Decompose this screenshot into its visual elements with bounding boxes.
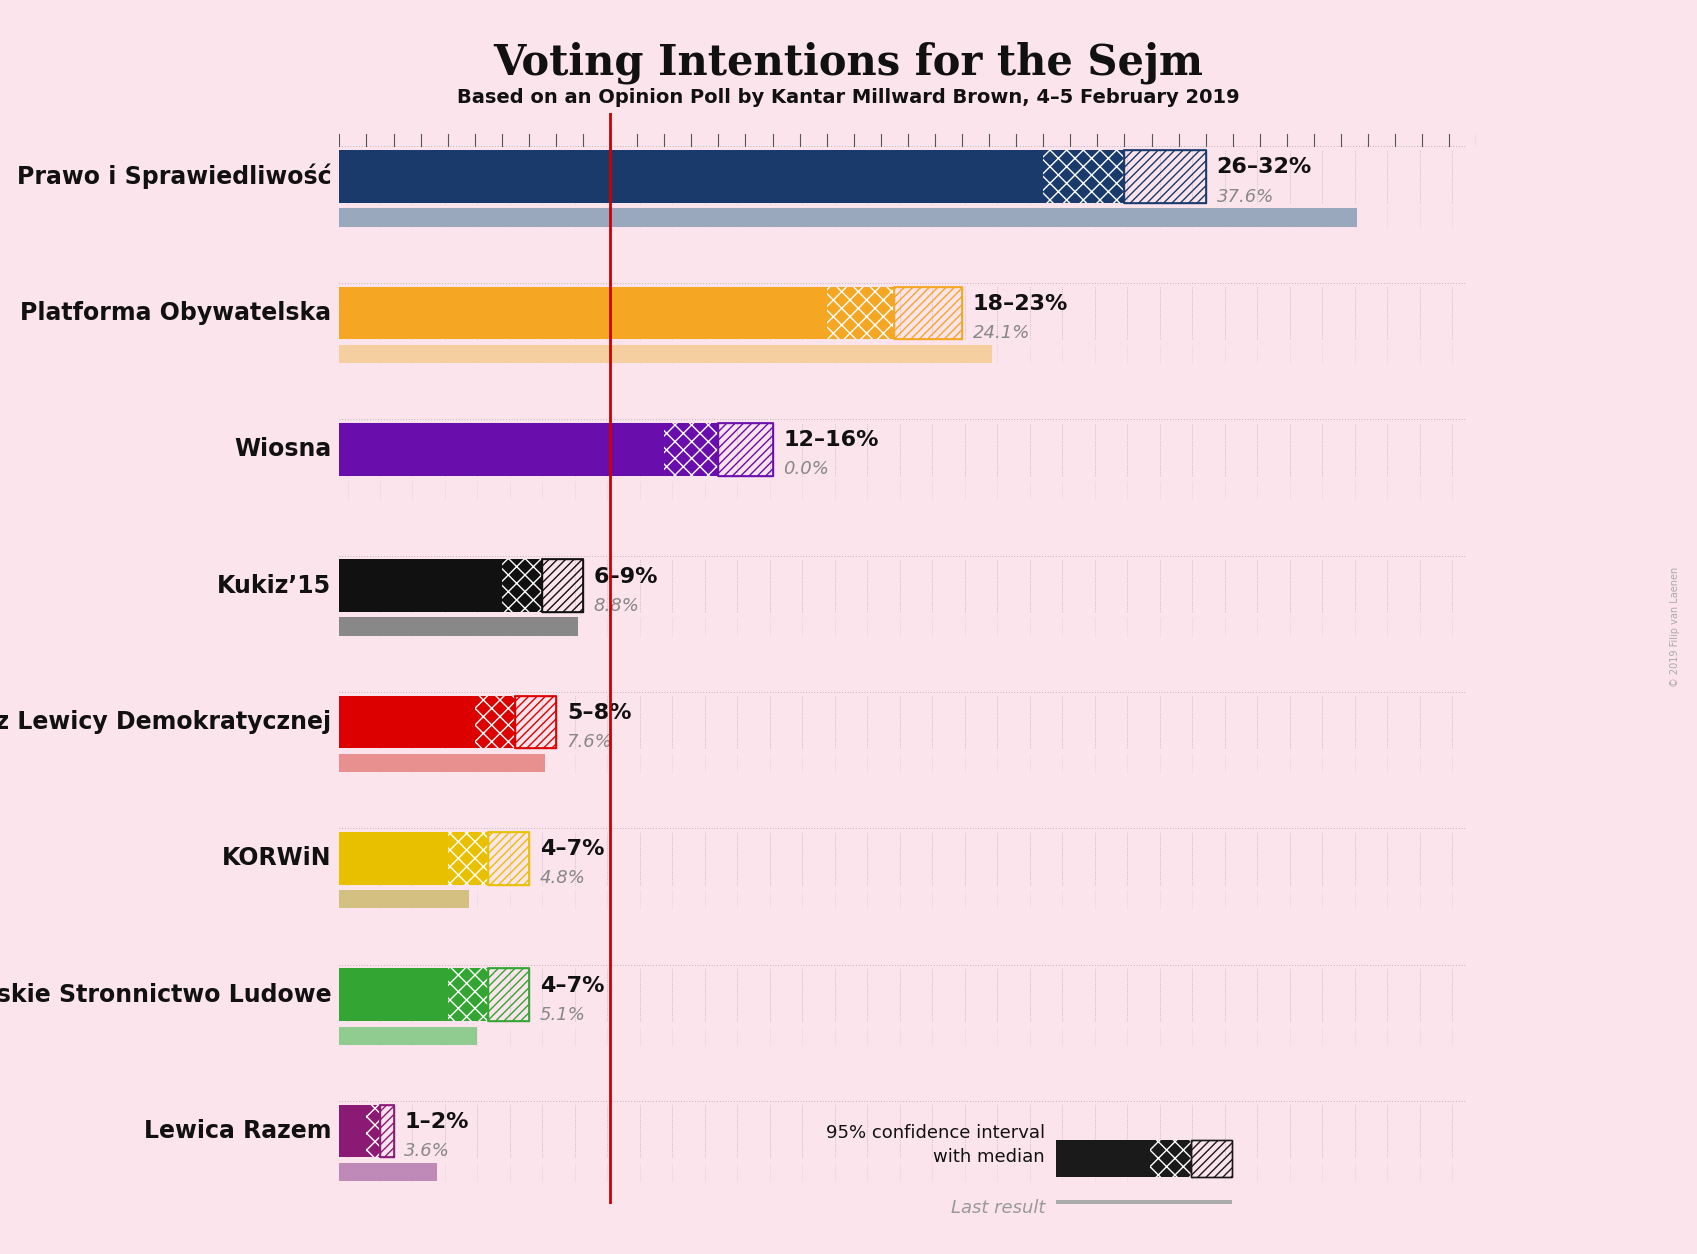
Bar (367, 1105, 380, 1157)
Bar (543, 559, 584, 612)
Bar (448, 968, 489, 1021)
Bar (339, 754, 545, 772)
Text: Platforma Obywatelska: Platforma Obywatelska (20, 301, 331, 325)
Bar (339, 559, 502, 612)
Bar (1191, 1140, 1232, 1176)
Text: 8.8%: 8.8% (594, 597, 640, 614)
Bar (894, 286, 962, 340)
Text: Wiosna: Wiosna (234, 438, 331, 461)
Text: Kukiz’15: Kukiz’15 (217, 573, 331, 598)
Bar (339, 831, 448, 885)
Text: KORWiN: KORWiN (222, 846, 331, 870)
Bar (448, 831, 489, 885)
Bar (339, 890, 470, 908)
Bar (1056, 1140, 1151, 1176)
Bar (339, 968, 448, 1021)
Bar (339, 345, 991, 362)
Text: 12–16%: 12–16% (784, 430, 879, 450)
Text: 4–7%: 4–7% (540, 839, 604, 859)
Text: 0.0%: 0.0% (784, 460, 830, 478)
Bar (543, 559, 584, 612)
Bar (475, 696, 516, 749)
Bar (489, 831, 529, 885)
Text: Last result: Last result (950, 1199, 1045, 1218)
Bar (894, 286, 962, 340)
Bar (339, 617, 577, 636)
Bar (339, 1105, 367, 1157)
Bar (718, 423, 772, 475)
Text: Prawo i Sprawiedliwość: Prawo i Sprawiedliwość (17, 164, 331, 189)
Text: 37.6%: 37.6% (1217, 188, 1274, 206)
Text: 4–7%: 4–7% (540, 976, 604, 996)
Text: 26–32%: 26–32% (1217, 158, 1312, 177)
Bar (516, 696, 557, 749)
Bar (339, 208, 1358, 227)
Bar (339, 1162, 436, 1181)
Bar (380, 1105, 394, 1157)
Bar (339, 1027, 477, 1045)
Text: Polskie Stronnictwo Ludowe: Polskie Stronnictwo Ludowe (0, 983, 331, 1007)
Bar (718, 423, 772, 475)
Bar (516, 696, 557, 749)
Text: 3.6%: 3.6% (404, 1142, 450, 1160)
Bar (489, 831, 529, 885)
Text: 7.6%: 7.6% (567, 734, 613, 751)
Bar (339, 150, 1044, 203)
Bar (1125, 150, 1205, 203)
Text: 1–2%: 1–2% (404, 1112, 468, 1132)
Bar (339, 423, 664, 475)
Bar (1191, 1140, 1232, 1176)
Bar (826, 286, 894, 340)
Text: Based on an Opinion Poll by Kantar Millward Brown, 4–5 February 2019: Based on an Opinion Poll by Kantar Millw… (456, 88, 1241, 107)
Text: 24.1%: 24.1% (972, 324, 1030, 342)
Bar (1056, 1200, 1232, 1216)
Bar (1044, 150, 1125, 203)
Text: 5–8%: 5–8% (567, 703, 631, 722)
Text: 95% confidence interval
with median: 95% confidence interval with median (826, 1124, 1045, 1165)
Bar (380, 1105, 394, 1157)
Text: 5.1%: 5.1% (540, 1006, 585, 1023)
Bar (1125, 150, 1205, 203)
Text: 4.8%: 4.8% (540, 869, 585, 888)
Text: Lewica Razem: Lewica Razem (144, 1119, 331, 1144)
Text: 6–9%: 6–9% (594, 567, 658, 587)
Bar (339, 696, 475, 749)
Text: 18–23%: 18–23% (972, 293, 1067, 314)
Text: © 2019 Filip van Laenen: © 2019 Filip van Laenen (1670, 567, 1680, 687)
Bar (1151, 1140, 1191, 1176)
Bar (339, 286, 826, 340)
Bar (502, 559, 543, 612)
Bar (664, 423, 718, 475)
Text: Sojusz Lewicy Demokratycznej: Sojusz Lewicy Demokratycznej (0, 710, 331, 734)
Bar (489, 968, 529, 1021)
Text: Voting Intentions for the Sejm: Voting Intentions for the Sejm (494, 41, 1203, 84)
Bar (489, 968, 529, 1021)
